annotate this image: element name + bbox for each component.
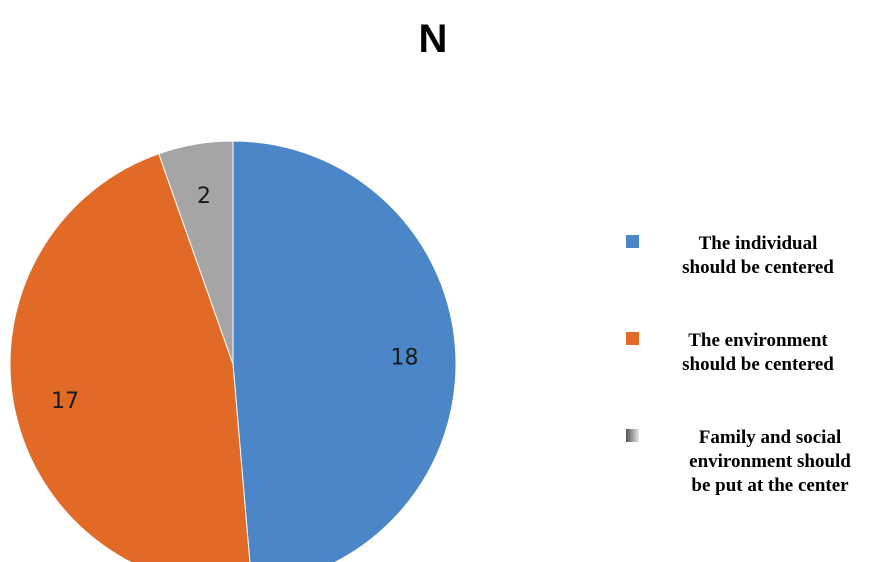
data-label-family-and-social: 2 [197,184,211,209]
legend-swatch-the-individual [626,235,639,248]
pie-slice-family-and-social [158,140,234,365]
data-label-the-environment: 17 [51,389,79,414]
legend: The individual should be centered The envi… [626,233,851,496]
data-label-the-individual: 18 [391,346,419,371]
legend-item-the-individual: The individual should be centered [626,233,834,278]
legend-item-family-and-social: Family and social environment should be pu… [626,427,851,496]
pie-slice-the-individual [232,140,457,562]
chart-title: N [419,17,448,61]
pie-slice-the-environment [9,153,251,562]
legend-swatch-family-and-social [626,429,639,442]
legend-label-the-environment: The environment should be centered [682,330,834,375]
pie-slices [9,140,457,562]
legend-label-the-individual: The individual should be centered [682,233,834,278]
legend-item-the-environment: The environment should be centered [626,330,834,375]
legend-label-family-and-social: Family and social environment should be pu… [689,427,851,496]
legend-swatch-the-environment [626,332,639,345]
pie-data-labels: 18 17 2 [51,184,418,414]
